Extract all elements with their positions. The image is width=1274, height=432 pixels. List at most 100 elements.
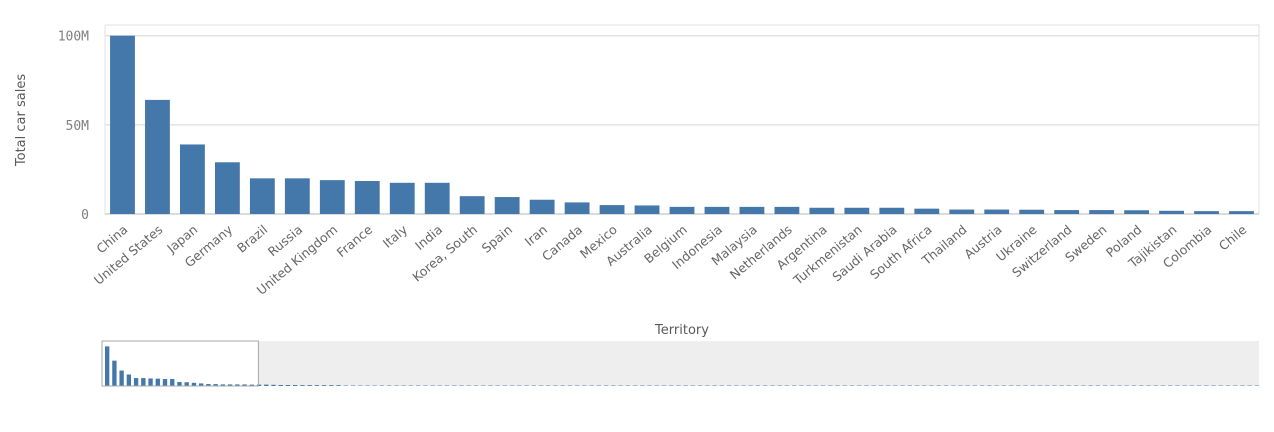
navigator-minibar xyxy=(509,385,515,386)
y-tick-label: 50M xyxy=(66,119,90,134)
bar[interactable] xyxy=(110,35,135,214)
bar[interactable] xyxy=(1054,210,1080,214)
navigator-minibar xyxy=(105,346,110,386)
navigator-minibar xyxy=(943,385,949,386)
navigator-minibar xyxy=(828,385,833,386)
navigator-minibar xyxy=(1146,385,1151,386)
navigator-minibar xyxy=(965,385,970,386)
bar[interactable] xyxy=(564,202,590,214)
navigator-minibar xyxy=(1066,385,1072,386)
navigator-minibar xyxy=(1001,385,1007,386)
navigator-minibar xyxy=(567,385,573,386)
navigator-minibar xyxy=(770,385,775,386)
navigator-minibar xyxy=(741,385,746,386)
navigator-minibar xyxy=(126,374,132,386)
bar[interactable] xyxy=(669,206,695,214)
navigator-minibar xyxy=(1081,385,1086,386)
navigator-minibar xyxy=(632,385,638,386)
bar[interactable] xyxy=(774,206,800,214)
navigator-minibar xyxy=(726,385,732,386)
navigator-minibar xyxy=(1225,385,1231,386)
bar[interactable] xyxy=(949,209,975,214)
bar[interactable] xyxy=(424,182,450,214)
navigator-minibar xyxy=(242,384,247,386)
bar[interactable] xyxy=(1229,211,1254,214)
navigator-minibar xyxy=(712,385,717,386)
navigator-minibar xyxy=(683,385,688,386)
navigator-minibar xyxy=(307,385,312,386)
navigator-minibar xyxy=(849,385,855,386)
scroll-navigator[interactable] xyxy=(101,340,1260,387)
bar[interactable] xyxy=(634,205,660,214)
y-axis-ticks: 0 50M 100M xyxy=(58,30,89,223)
navigator-track[interactable] xyxy=(102,341,1259,386)
navigator-minibar xyxy=(415,385,421,386)
navigator-minibar xyxy=(379,385,385,386)
bar[interactable] xyxy=(1019,209,1045,214)
navigator-minibar xyxy=(133,378,139,386)
navigator-minibar xyxy=(336,385,341,386)
navigator-minibar xyxy=(676,385,681,386)
navigator-minibar xyxy=(1167,385,1173,386)
navigator-minibar xyxy=(1196,385,1202,386)
bar[interactable] xyxy=(809,207,835,214)
x-tick-label: Spain xyxy=(479,222,515,256)
navigator-minibar xyxy=(806,385,811,386)
bar[interactable] xyxy=(180,144,205,214)
navigator-minibar xyxy=(907,385,913,386)
bars xyxy=(110,35,1254,214)
x-tick-label: Italy xyxy=(380,221,411,250)
bar[interactable] xyxy=(145,99,170,214)
navigator-minibar xyxy=(871,385,876,386)
bar[interactable] xyxy=(739,206,765,214)
navigator-minibar xyxy=(358,385,363,386)
bar[interactable] xyxy=(914,208,940,214)
navigator-minibar xyxy=(893,385,898,386)
bar[interactable] xyxy=(1124,210,1150,214)
navigator-minibar xyxy=(1016,385,1021,386)
navigator-minibar xyxy=(430,385,435,386)
bar[interactable] xyxy=(459,196,485,214)
navigator-minibar xyxy=(987,385,992,386)
navigator-minibar xyxy=(1240,385,1245,386)
bar[interactable] xyxy=(284,178,310,214)
navigator-minibar xyxy=(777,385,782,386)
bar[interactable] xyxy=(1194,211,1219,214)
navigator-minibar xyxy=(835,385,840,386)
navigator-minibar xyxy=(1059,385,1064,386)
bar[interactable] xyxy=(249,178,275,214)
bar[interactable] xyxy=(704,206,730,214)
y-tick-label: 100M xyxy=(58,30,89,45)
bar[interactable] xyxy=(844,207,870,214)
navigator-minibar xyxy=(437,385,442,386)
bar[interactable] xyxy=(354,181,380,214)
bar[interactable] xyxy=(879,207,905,214)
navigator-minibar xyxy=(1102,385,1108,386)
bar[interactable] xyxy=(319,180,345,214)
bar[interactable] xyxy=(529,199,555,214)
navigator-minibar xyxy=(112,360,117,386)
navigator-minibar xyxy=(842,385,847,386)
bar[interactable] xyxy=(1089,210,1115,214)
bar[interactable] xyxy=(599,205,625,214)
bar[interactable] xyxy=(494,197,520,214)
navigator-minibar xyxy=(755,385,761,386)
x-tick-label: Canada xyxy=(539,222,585,264)
navigator-minibars xyxy=(105,346,1260,386)
navigator-minibar xyxy=(249,384,254,386)
navigator-minibar xyxy=(502,385,508,386)
bar[interactable] xyxy=(984,209,1010,214)
bar[interactable] xyxy=(389,182,415,214)
navigator-minibar xyxy=(1088,385,1093,386)
navigator-thumb[interactable] xyxy=(101,340,259,387)
navigator-minibar xyxy=(184,382,189,386)
navigator-minibar xyxy=(321,385,327,386)
navigator-minibar xyxy=(994,385,999,386)
navigator-minibar xyxy=(647,385,652,386)
navigator-minibar xyxy=(256,384,262,386)
plot-area xyxy=(104,24,1260,215)
bar[interactable] xyxy=(214,162,240,214)
bar[interactable] xyxy=(1159,210,1184,214)
